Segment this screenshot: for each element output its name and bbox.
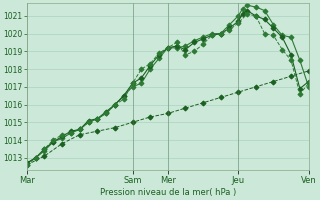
X-axis label: Pression niveau de la mer( hPa ): Pression niveau de la mer( hPa ) xyxy=(100,188,236,197)
